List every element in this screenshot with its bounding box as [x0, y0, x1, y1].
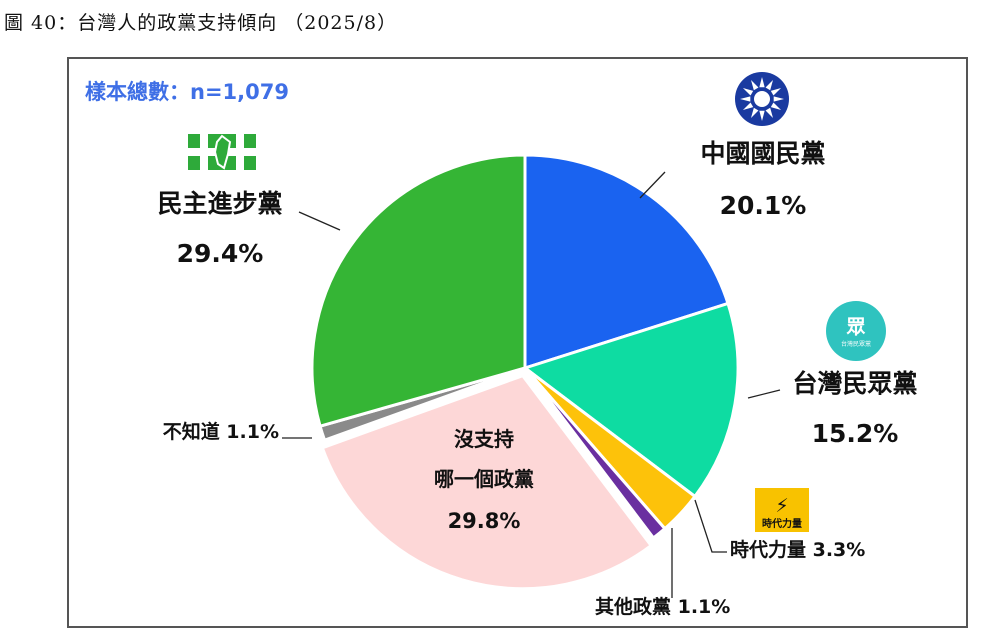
- pie-slice-no-support: [320, 373, 654, 591]
- pie-slices: [310, 153, 740, 591]
- tpp-logo-caption: 台灣民眾黨: [841, 340, 871, 348]
- pie-slice-dpp: [310, 153, 527, 428]
- tpp-logo-icon: 眾 台灣民眾黨: [826, 301, 886, 361]
- kmt-sun-emblem-icon: [735, 72, 789, 126]
- npp-logo-text: 時代力量: [762, 517, 802, 530]
- leader-line-kmt: [639, 171, 666, 199]
- leader-lines: [282, 171, 781, 598]
- leader-line-dpp: [298, 211, 341, 231]
- label-dont-know: 不知道 1.1%: [163, 420, 279, 443]
- figure-title: 圖 40：台灣人的政黨支持傾向 （2025/8）: [4, 12, 398, 34]
- sample-size-label: 樣本總數：n=1,079: [85, 80, 289, 104]
- tpp-logo-glyph: 眾: [845, 316, 865, 338]
- label-dpp-name: 民主進步黨: [157, 189, 282, 218]
- label-tpp-name: 台灣民眾黨: [792, 369, 917, 398]
- label-other-parties: 其他政黨 1.1%: [595, 595, 730, 618]
- leader-line-tpp: [747, 389, 781, 399]
- label-no-support-line2: 哪一個政黨: [434, 467, 534, 491]
- dpp-flag-icon: [188, 134, 256, 170]
- label-no-support-value: 29.8%: [448, 509, 521, 533]
- slice-labels: 中國國民黨 20.1% 台灣民眾黨 15.2% 時代力量 3.3% 其他政黨 1…: [157, 139, 917, 618]
- label-dpp-value: 29.4%: [177, 239, 264, 268]
- label-kmt-name: 中國國民黨: [700, 139, 825, 168]
- pie-slice-tpp: [521, 301, 740, 499]
- label-npp: 時代力量 3.3%: [730, 538, 865, 561]
- label-no-support-line1: 沒支持: [454, 427, 514, 451]
- npp-logo-icon: ⚡ 時代力量: [755, 488, 809, 532]
- svg-text:⚡: ⚡: [775, 495, 788, 517]
- leader-line-npp: [694, 499, 727, 553]
- pie-slice-kmt: [523, 153, 730, 371]
- label-tpp-value: 15.2%: [812, 419, 899, 448]
- pie-slice-other-parties: [523, 367, 667, 541]
- label-kmt-value: 20.1%: [720, 191, 807, 220]
